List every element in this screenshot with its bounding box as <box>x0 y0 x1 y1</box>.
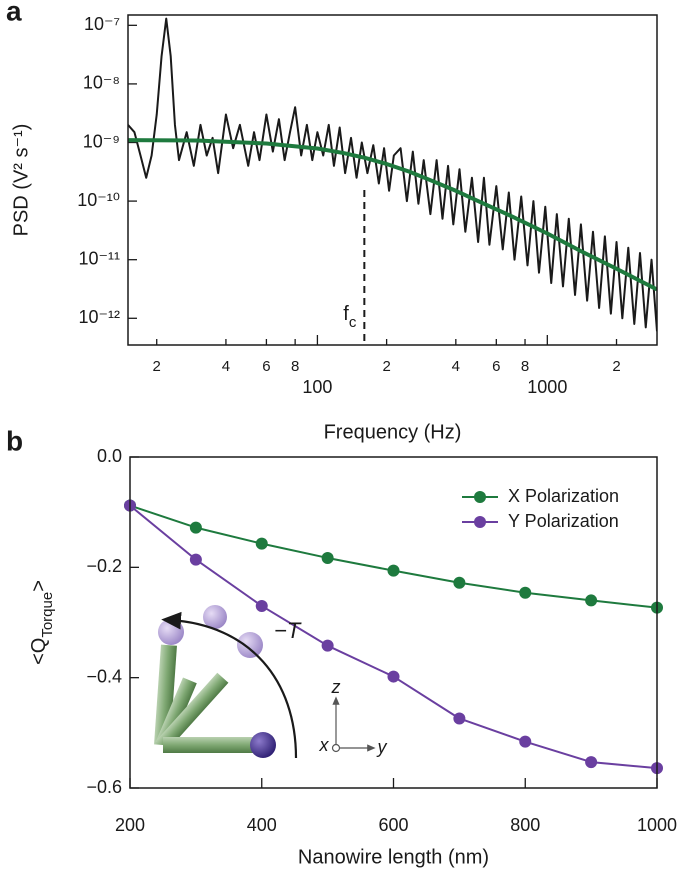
y-tick-label: 10⁻⁹ <box>83 131 120 151</box>
legend-label: Y Polarization <box>508 511 619 531</box>
z-axis-label: z <box>331 677 341 697</box>
series-line <box>128 17 657 332</box>
x-tick-label: 200 <box>115 815 145 835</box>
y-tick-label: 10⁻⁸ <box>83 73 120 93</box>
x-tick-label: 2 <box>382 358 390 375</box>
data-point <box>321 639 334 652</box>
x-tick-label: 8 <box>291 358 299 375</box>
data-point <box>585 756 598 769</box>
torque-label: −T <box>274 618 302 643</box>
legend-marker <box>474 516 486 528</box>
x-tick-label: 6 <box>262 358 270 375</box>
x-tick-label: 1000 <box>527 377 567 397</box>
data-point <box>519 735 532 748</box>
y-axis-label-part: > <box>28 580 50 592</box>
x-tick-label: 2 <box>612 358 620 375</box>
x-tick-label: 4 <box>452 358 460 375</box>
series-line <box>130 504 657 770</box>
x-tick-label: 400 <box>247 815 277 835</box>
x-axis-label: x <box>319 735 330 755</box>
legend-label: X Polarization <box>508 486 619 506</box>
y-tick-label: 10⁻¹⁰ <box>77 190 120 210</box>
x-tick-label: 4 <box>222 358 230 375</box>
y-tick-label: 10⁻¹² <box>78 307 120 327</box>
data-point <box>255 537 268 550</box>
y-axis-label-part: <Q <box>28 638 50 665</box>
data-point <box>453 712 466 725</box>
y-tick-label: −0.2 <box>86 556 122 576</box>
y-axis-label: PSD (V² s⁻¹) <box>10 124 32 237</box>
data-point <box>585 594 598 607</box>
x-axis-label: Nanowire length (nm) <box>298 846 489 868</box>
data-point <box>189 553 202 566</box>
data-point <box>321 551 334 564</box>
y-tick-label: 10⁻⁷ <box>84 14 120 34</box>
y-tick-label: −0.6 <box>86 777 122 797</box>
x-axis-label: Frequency (Hz) <box>324 421 462 443</box>
data-point <box>387 564 400 577</box>
x-tick-label: 6 <box>492 358 500 375</box>
legend-marker <box>474 491 486 503</box>
x-tick-label: 600 <box>378 815 408 835</box>
y-tick-label: 0.0 <box>97 446 122 466</box>
nanowire-inset: −T z x y <box>154 605 388 759</box>
x-tick-label: 100 <box>302 377 332 397</box>
x-tick-label: 8 <box>521 358 529 375</box>
x-tick-label: 800 <box>510 815 540 835</box>
data-point <box>189 521 202 534</box>
x-tick-label: 1000 <box>637 815 677 835</box>
panel-label: a <box>6 0 22 26</box>
y-axis-label: y <box>376 737 388 757</box>
x-tick-label: 2 <box>153 358 161 375</box>
data-point <box>387 670 400 683</box>
cutoff-label-part: c <box>349 314 357 331</box>
data-point <box>255 599 268 612</box>
panel-label: b <box>6 425 23 456</box>
cutoff-label-part: f <box>343 303 349 325</box>
y-axis-label: <QTorque> <box>28 580 56 665</box>
data-point <box>519 586 532 599</box>
coordinate-axes: z x y <box>319 677 388 757</box>
plot-frame <box>127 14 658 346</box>
y-tick-label: −0.4 <box>86 666 122 686</box>
y-tick-label: 10⁻¹¹ <box>78 248 120 268</box>
y-axis-label-part: Torque <box>39 592 56 638</box>
torque-arrow <box>161 611 298 759</box>
data-point <box>453 576 466 589</box>
series-line <box>128 138 657 292</box>
plot-frame <box>129 456 658 789</box>
cutoff-label: fc <box>343 303 357 331</box>
